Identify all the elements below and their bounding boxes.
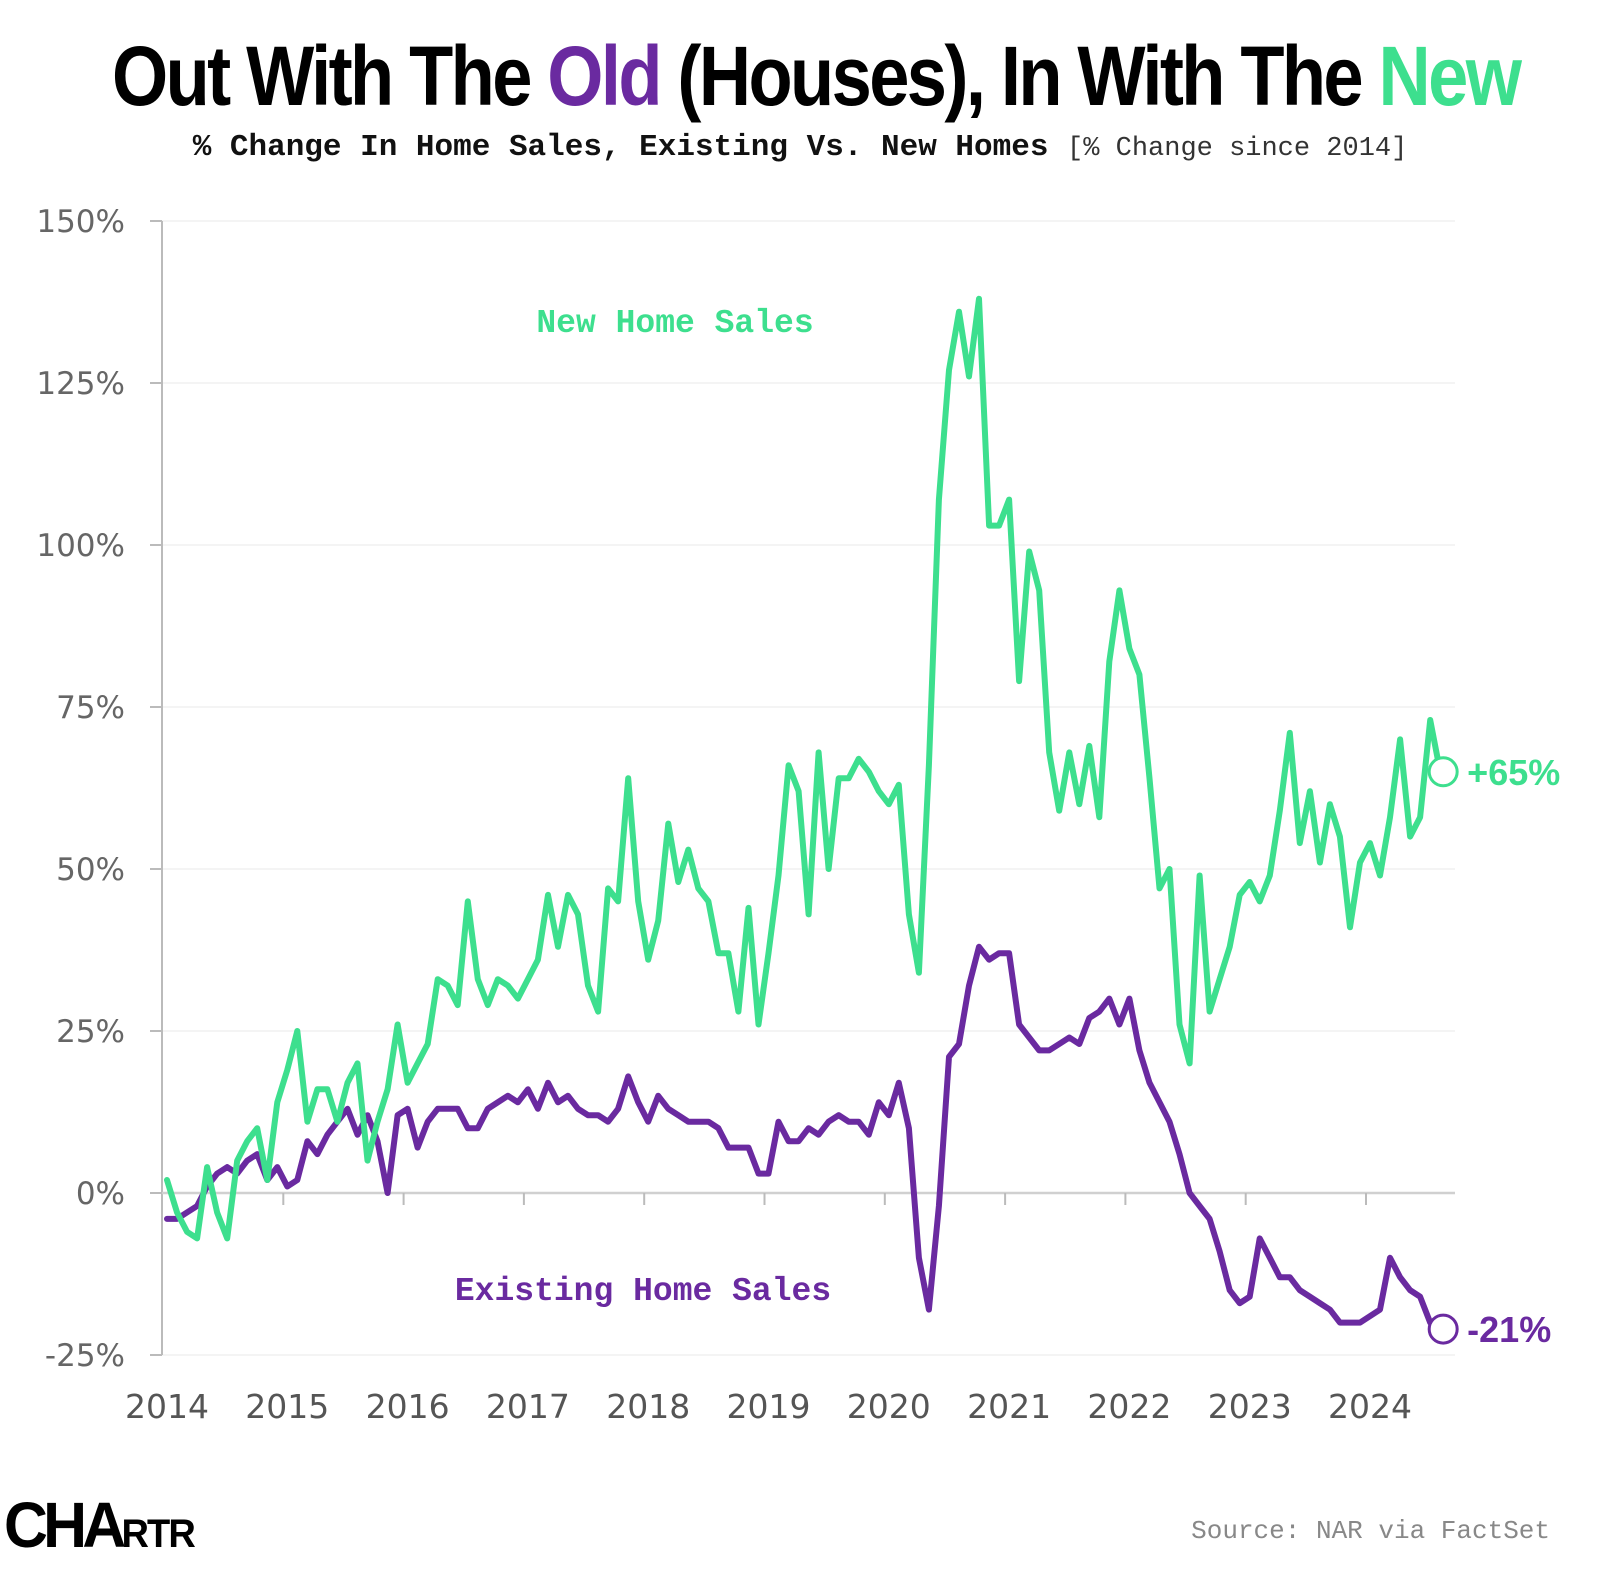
title-part2: (Houses), In With The bbox=[659, 29, 1379, 123]
x-tick-label: 2016 bbox=[366, 1387, 450, 1426]
x-tick-label: 2014 bbox=[125, 1387, 209, 1426]
x-tick-label: 2018 bbox=[606, 1387, 690, 1426]
x-tick-label: 2020 bbox=[847, 1387, 931, 1426]
y-tick-label: -25% bbox=[45, 1338, 125, 1374]
y-tick-label: 0% bbox=[76, 1176, 125, 1212]
y-tick-label: 100% bbox=[36, 528, 125, 564]
x-tick-label: 2015 bbox=[245, 1387, 329, 1426]
end-label: -21% bbox=[1467, 1309, 1551, 1350]
chart-subtitle: % Change In Home Sales, Existing Vs. New… bbox=[0, 130, 1600, 165]
series-line-existing bbox=[164, 943, 1444, 1333]
end-marker bbox=[1427, 756, 1459, 788]
chart-title: Out With The Old (Houses), In With The N… bbox=[112, 28, 1522, 125]
subtitle-unit: [% Change since 2014] bbox=[1067, 134, 1408, 164]
series-label: Existing Home Sales bbox=[455, 1273, 831, 1310]
x-tick-label: 2021 bbox=[967, 1387, 1051, 1426]
x-tick-label: 2017 bbox=[486, 1387, 570, 1426]
y-tick-label: 50% bbox=[56, 852, 125, 888]
subtitle-main: % Change In Home Sales, Existing Vs. New… bbox=[192, 130, 1049, 165]
title-old: Old bbox=[547, 29, 662, 123]
y-tick-label: 150% bbox=[36, 204, 125, 240]
y-tick-label: 125% bbox=[36, 366, 125, 402]
end-marker bbox=[1427, 1313, 1459, 1345]
series-label: New Home Sales bbox=[536, 305, 813, 342]
y-tick-label: 75% bbox=[56, 690, 125, 726]
end-label: +65% bbox=[1467, 752, 1560, 793]
y-tick-label: 25% bbox=[56, 1014, 125, 1050]
x-tick-label: 2022 bbox=[1087, 1387, 1171, 1426]
x-tick-label: 2024 bbox=[1328, 1387, 1412, 1426]
chartr-logo: CHARTR bbox=[4, 1489, 196, 1561]
x-tick-label: 2019 bbox=[727, 1387, 811, 1426]
x-tick-label: 2023 bbox=[1208, 1387, 1292, 1426]
title-part1: Out With The bbox=[112, 29, 548, 123]
series-line-new bbox=[164, 295, 1444, 1242]
source-note: Source: NAR via FactSet bbox=[1191, 1516, 1550, 1546]
title-new: New bbox=[1378, 29, 1522, 123]
